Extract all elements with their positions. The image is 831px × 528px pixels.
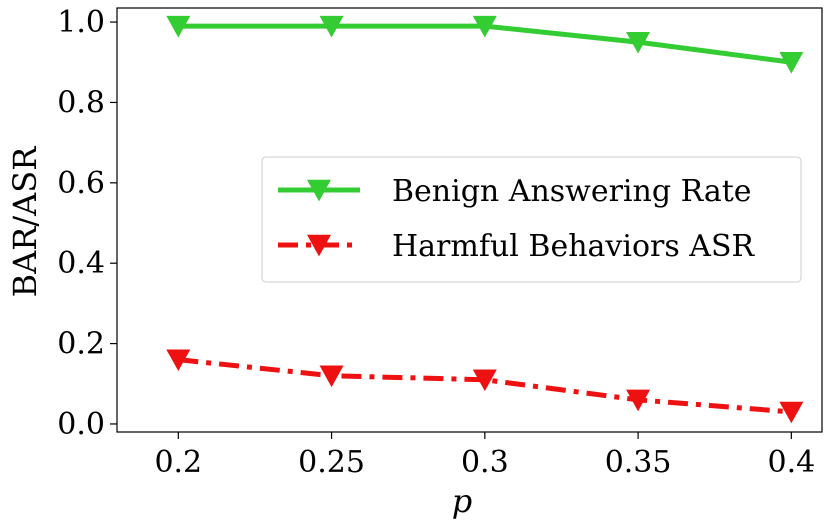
legend: Benign Answering Rate Harmful Behaviors A… bbox=[261, 156, 802, 283]
data-point-marker bbox=[166, 349, 191, 372]
legend-item-0: Benign Answering Rate bbox=[278, 174, 752, 209]
series-layer bbox=[166, 15, 804, 424]
y-tick-label: 0.0 bbox=[57, 407, 105, 442]
y-tick-label: 1.0 bbox=[57, 5, 105, 40]
y-tick-label: 0.6 bbox=[57, 166, 105, 201]
data-point-marker bbox=[626, 31, 651, 54]
series-0 bbox=[166, 15, 804, 74]
data-point-marker bbox=[779, 52, 804, 74]
plot-area-frame bbox=[116, 7, 823, 433]
series-1 bbox=[166, 349, 804, 424]
data-point-marker bbox=[779, 401, 804, 424]
data-point-marker bbox=[472, 369, 497, 392]
legend-marker bbox=[307, 179, 331, 202]
data-point-marker bbox=[166, 15, 191, 38]
data-point-marker bbox=[319, 365, 344, 388]
legend-marker bbox=[307, 234, 331, 257]
x-tick-label: 0.35 bbox=[605, 445, 672, 480]
x-axis: 0.2 0.25 0.3 0.35 0.4 bbox=[154, 432, 815, 480]
data-point-marker bbox=[472, 15, 497, 38]
legend-item-1: Harmful Behaviors ASR bbox=[278, 229, 755, 264]
x-tick-label: 0.4 bbox=[767, 445, 815, 480]
legend-label: Benign Answering Rate bbox=[392, 174, 752, 209]
legend-box bbox=[261, 156, 802, 283]
y-tick-label: 0.2 bbox=[57, 327, 105, 362]
y-tick-label: 0.8 bbox=[57, 85, 105, 120]
data-point-marker bbox=[626, 389, 651, 412]
data-point-marker bbox=[319, 15, 344, 38]
y-tick-label: 0.4 bbox=[57, 246, 105, 281]
x-tick-label: 0.2 bbox=[154, 445, 202, 480]
legend-label: Harmful Behaviors ASR bbox=[392, 229, 755, 264]
y-axis-label: BAR/ASR bbox=[6, 146, 44, 298]
y-axis: 0.0 0.2 0.4 0.6 0.8 1.0 bbox=[57, 5, 117, 442]
x-axis-label: p bbox=[452, 482, 472, 520]
x-tick-label: 0.3 bbox=[461, 445, 509, 480]
x-tick-label: 0.25 bbox=[298, 445, 365, 480]
